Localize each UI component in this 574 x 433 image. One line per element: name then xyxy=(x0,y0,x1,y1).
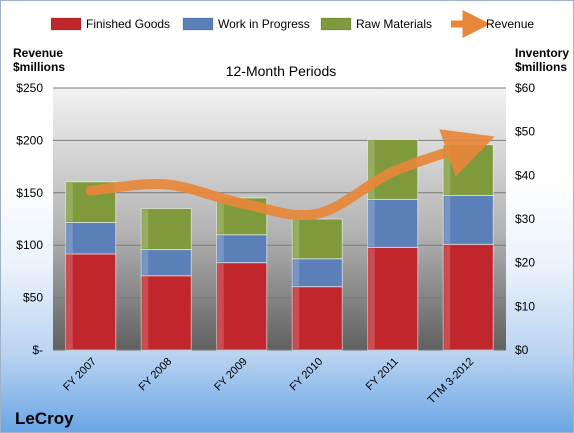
right-axis-ticks: $0 $10 $20 $30 $40 $50 $60 xyxy=(515,81,535,357)
left-axis-ticks: $- $50 $100 $150 $200 $250 xyxy=(16,81,43,357)
bar-highlight xyxy=(444,196,451,244)
bar-highlight xyxy=(66,182,73,222)
left-tick-label: $50 xyxy=(23,291,43,305)
bar-highlight xyxy=(217,199,224,234)
x-tick-label: FY 2010 xyxy=(288,356,326,394)
legend-label: Revenue xyxy=(486,17,534,31)
bar-work-in-progress xyxy=(140,249,192,277)
bar-work-in-progress xyxy=(65,221,117,255)
bar-finished-goods xyxy=(442,243,494,351)
bar-highlight xyxy=(142,276,149,349)
bar-work-in-progress xyxy=(442,194,494,245)
bar-raw-materials xyxy=(291,218,343,260)
bar-highlight xyxy=(368,248,375,349)
bar-highlight xyxy=(66,223,73,253)
legend: Finished Goods Work in Progress Raw Materi… xyxy=(50,10,534,38)
right-axis-title-line1: Inventory xyxy=(515,46,569,60)
left-axis-title-line2: $millions xyxy=(13,60,65,74)
bar-finished-goods xyxy=(216,262,268,351)
revenue-line xyxy=(85,129,495,221)
right-tick-label: $0 xyxy=(515,343,529,357)
bar-finished-goods xyxy=(140,275,192,351)
x-axis-ticks: FY 2007 FY 2008 FY 2009 FY 2010 FY 2011 TTM 3… xyxy=(61,356,476,407)
legend-swatch-work-in-progress xyxy=(182,17,214,31)
bar-highlight xyxy=(444,245,451,349)
bar-finished-goods xyxy=(367,246,419,351)
legend-swatch-raw-materials xyxy=(320,17,352,31)
x-tick-label: FY 2011 xyxy=(364,356,401,393)
bar-finished-goods xyxy=(65,253,117,351)
right-tick-label: $10 xyxy=(515,299,535,313)
right-tick-label: $60 xyxy=(515,81,535,95)
bar-work-in-progress xyxy=(216,234,268,264)
bar-highlight xyxy=(293,220,300,258)
x-tick-label: FY 2008 xyxy=(137,356,175,394)
company-name: LeCroy xyxy=(15,409,74,428)
left-tick-label: $100 xyxy=(16,238,43,252)
legend-label: Finished Goods xyxy=(86,17,170,31)
bar-work-in-progress xyxy=(367,198,419,248)
right-axis-title-line2: $millions xyxy=(515,60,567,74)
revenue-line-path xyxy=(85,129,495,221)
chart-title: 12-Month Periods xyxy=(226,63,337,79)
bar-highlight xyxy=(66,254,73,349)
plot-area xyxy=(53,88,506,350)
right-tick-label: $50 xyxy=(515,125,535,139)
right-tick-label: $40 xyxy=(515,168,535,182)
x-tick-label: FY 2009 xyxy=(212,356,250,394)
bar-highlight xyxy=(142,209,149,249)
bar-highlight xyxy=(293,259,300,286)
bar-finished-goods xyxy=(291,286,343,351)
left-tick-label: $250 xyxy=(16,81,43,95)
left-tick-label: $150 xyxy=(16,186,43,200)
right-tick-label: $20 xyxy=(515,256,535,270)
left-tick-label: $200 xyxy=(16,133,43,147)
legend-swatch-finished-goods xyxy=(50,17,82,31)
bar-highlight xyxy=(293,287,300,349)
x-tick-label: FY 2007 xyxy=(61,356,99,394)
bar-raw-materials xyxy=(140,208,192,251)
bar-highlight xyxy=(142,250,149,275)
bar-highlight xyxy=(217,263,224,349)
left-axis-title-line1: Revenue xyxy=(13,46,63,60)
bar-highlight xyxy=(368,140,375,199)
bars xyxy=(65,139,494,351)
bar-work-in-progress xyxy=(291,258,343,288)
left-tick-label: $- xyxy=(32,343,43,357)
bar-highlight xyxy=(368,200,375,247)
legend-label: Raw Materials xyxy=(356,17,432,31)
x-tick-label: TTM 3-2012 xyxy=(426,356,477,407)
right-tick-label: $30 xyxy=(515,212,535,226)
bar-highlight xyxy=(217,235,224,262)
gridlines xyxy=(53,87,506,351)
legend-label: Work in Progress xyxy=(218,17,310,31)
